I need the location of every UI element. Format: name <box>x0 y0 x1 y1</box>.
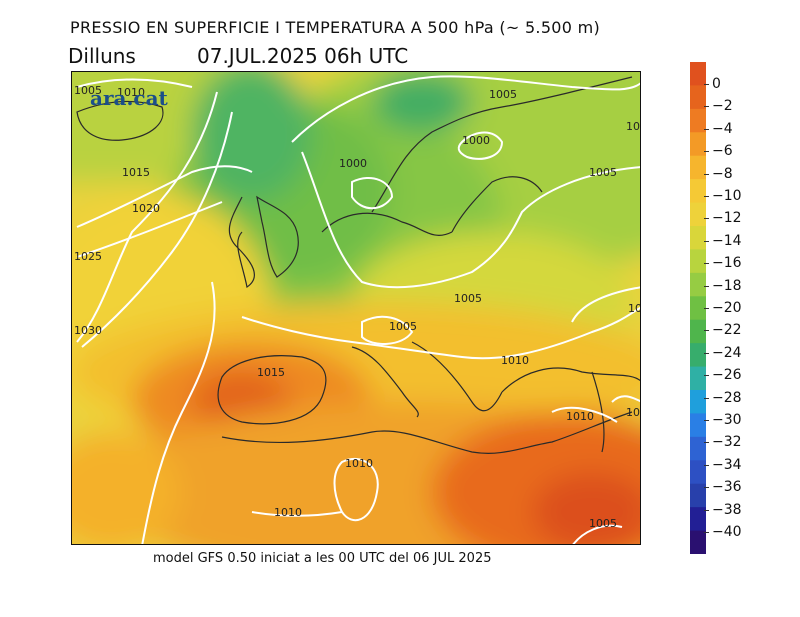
colorbar-tick <box>704 375 709 377</box>
colorbar-swatch <box>690 85 706 110</box>
colorbar-swatch <box>690 226 706 250</box>
colorbar-swatch <box>690 272 706 297</box>
colorbar-label: −12 <box>712 210 742 227</box>
colorbar-swatch <box>690 179 706 204</box>
colorbar-label: −26 <box>712 367 742 384</box>
isobar-label: 1010 <box>566 410 594 423</box>
colorbar-label: −16 <box>712 255 742 272</box>
colorbar-swatch <box>690 249 706 274</box>
colorbar-swatch <box>690 343 706 368</box>
isobar-label: 1025 <box>74 250 102 263</box>
colorbar-label: −6 <box>712 143 733 160</box>
colorbar-swatch <box>690 296 706 321</box>
isobar-label: 10 <box>626 120 640 133</box>
colorbar-swatch <box>690 507 706 532</box>
isobar-label: 1005 <box>589 166 617 179</box>
colorbar-tick <box>704 330 709 332</box>
datetime-label: 07.JUL.2025 06h UTC <box>197 44 409 68</box>
colorbar-swatches <box>690 62 706 555</box>
colorbar-swatch <box>690 319 706 344</box>
colorbar-label: 0 <box>712 76 721 92</box>
colorbar-tick <box>704 532 709 533</box>
colorbar-swatch <box>690 108 706 133</box>
colorbar-tick <box>704 352 709 354</box>
ara-cat-logo: ara.cat <box>90 86 168 110</box>
colorbar-swatch <box>690 483 706 508</box>
weather-map: 1005 1010 1005 1000 1000 1005 1015 1020 1025 1030… <box>71 71 641 545</box>
isobar-label: 1010 <box>117 86 145 99</box>
colorbar-label: −38 <box>712 501 742 518</box>
isobar-labels: 1005 1010 10051000100010051015102010251030… <box>74 84 641 530</box>
isobars <box>76 75 640 544</box>
colorbar-swatch <box>690 132 706 157</box>
colorbar-tick <box>704 285 709 287</box>
colorbar-label: −24 <box>712 344 742 361</box>
colorbar-tick <box>704 84 709 85</box>
isobar-label: 1010 <box>274 506 302 519</box>
colorbar-label: −30 <box>712 412 742 428</box>
isobar-label: 1030 <box>74 324 102 337</box>
isobar-label: 1000 <box>339 157 367 170</box>
isobar-label: 1005 <box>454 292 482 305</box>
colorbar-swatch <box>690 460 706 485</box>
isobar-label: 1010 <box>626 406 641 419</box>
colorbar-swatch <box>690 530 706 555</box>
isobar-label: 1015 <box>122 166 150 179</box>
colorbar-label: −10 <box>712 188 742 204</box>
colorbar-swatch <box>690 202 706 227</box>
colorbar-label: −28 <box>712 389 742 406</box>
map-subtitle: Dilluns 07.JUL.2025 06h UTC <box>68 44 408 68</box>
colorbar-tick <box>704 442 709 444</box>
model-info-footer: model GFS 0.50 iniciat a les 00 UTC del … <box>153 551 492 566</box>
isobar-label: 1010 <box>345 457 373 470</box>
isobar-label: 1020 <box>132 202 160 215</box>
colorbar-label: −2 <box>712 98 733 115</box>
day-label: Dilluns <box>68 44 136 68</box>
colorbar-tick <box>704 487 709 489</box>
isobar-label: 1010 <box>501 354 529 367</box>
colorbar-swatch <box>690 155 706 180</box>
colorbar-label: −32 <box>712 434 742 451</box>
colorbar-swatch <box>690 436 706 461</box>
colorbar-swatch <box>690 390 706 414</box>
colorbar-tick <box>704 509 709 511</box>
colorbar-tick <box>704 173 709 175</box>
colorbar-swatch <box>690 413 706 438</box>
colorbar-label: −40 <box>712 524 742 540</box>
isobar-label: 1005 <box>74 84 102 97</box>
colorbar-tick <box>704 106 709 108</box>
colorbar-tick <box>704 263 709 265</box>
isobar-label: 1000 <box>462 134 490 147</box>
isobar-label: 1005 <box>389 320 417 333</box>
colorbar-label: −18 <box>712 277 742 294</box>
temperature-field <box>72 72 640 544</box>
temperature-colorbar <box>690 62 706 555</box>
map-canvas: 1005 1010 10051000100010051015102010251030… <box>72 72 641 544</box>
coastlines <box>76 76 640 454</box>
colorbar-label: −14 <box>712 232 742 249</box>
colorbar-tick <box>704 240 709 242</box>
colorbar-label: −8 <box>712 165 733 182</box>
colorbar-tick <box>704 464 709 466</box>
colorbar-swatch <box>690 366 706 391</box>
isobar-label: 1015 <box>257 366 285 379</box>
colorbar-tick <box>704 128 709 130</box>
colorbar-label: −20 <box>712 300 742 316</box>
isobar-label: 10 <box>628 302 641 315</box>
colorbar-tick <box>704 397 709 399</box>
colorbar-tick <box>704 218 709 220</box>
colorbar-label: −36 <box>712 479 742 496</box>
colorbar-label: −4 <box>712 120 733 137</box>
isobar-label: 1005 <box>589 517 617 530</box>
isobar-label: 1005 <box>489 88 517 101</box>
colorbar-tick <box>704 196 709 197</box>
colorbar-tick <box>704 308 709 309</box>
colorbar-label: −34 <box>712 456 742 473</box>
colorbar-tick <box>704 151 709 153</box>
colorbar-label: −22 <box>712 322 742 339</box>
map-title: PRESSIO EN SUPERFICIE I TEMPERATURA A 50… <box>70 18 601 37</box>
colorbar-tick <box>704 420 709 421</box>
colorbar-swatch <box>690 62 706 86</box>
